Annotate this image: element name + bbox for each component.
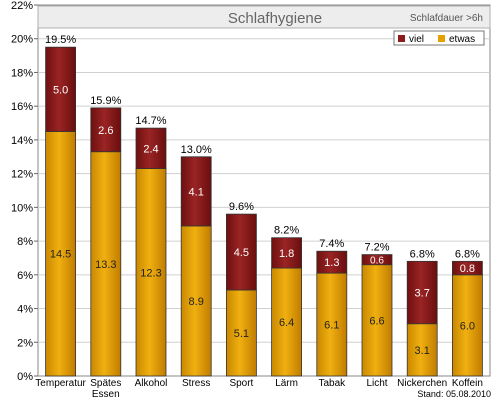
- chart-title: Schlafhygiene: [228, 10, 322, 27]
- bar-viel: [406, 260, 438, 325]
- x-tick-label: Temperatur: [35, 378, 86, 389]
- bar-etwas: [316, 272, 348, 377]
- y-tick-label: 16%: [11, 101, 33, 113]
- bar-viel: [45, 46, 76, 132]
- bar-label-etwas: 6.4: [279, 317, 294, 329]
- bar-viel: [135, 127, 167, 169]
- bar-etwas: [225, 289, 257, 377]
- bar-viel: [451, 260, 483, 276]
- footer-date: Stand: 05.08.2010: [417, 389, 491, 399]
- bar-viel: [90, 107, 122, 153]
- bar-label-etwas: 8.9: [189, 296, 204, 308]
- bar-label-etwas: 5.1: [234, 328, 249, 340]
- bar-total-label: 8.2%: [274, 225, 299, 237]
- bar-total-label: 15.9%: [90, 95, 121, 107]
- legend-swatch-etwas: [438, 35, 445, 42]
- x-tick-label: Nickerchen: [397, 378, 447, 389]
- y-tick-label: 2%: [17, 337, 33, 349]
- chart-subtitle: Schlafdauer >6h: [410, 13, 483, 24]
- legend-label-viel: viel: [409, 34, 424, 45]
- bar-etwas: [135, 168, 167, 377]
- bar-viel: [271, 237, 303, 269]
- bar-total-label: 14.7%: [135, 115, 166, 127]
- bar-total-label: 7.4%: [319, 238, 344, 250]
- y-tick-label: 22%: [11, 0, 33, 12]
- y-tick-label: 12%: [11, 169, 33, 181]
- legend: viel etwas: [393, 30, 485, 46]
- legend-swatch-viel: [398, 35, 405, 42]
- x-tick-label: Stress: [182, 378, 210, 389]
- bar-total-label: 7.2%: [364, 242, 389, 254]
- x-tick-label: Licht: [366, 378, 387, 389]
- y-tick-label: 6%: [17, 270, 33, 282]
- bar-label-etwas: 6.1: [324, 320, 339, 332]
- bar-total-label: 6.8%: [455, 248, 480, 260]
- bar-label-viel: 1.8: [279, 248, 294, 260]
- y-tick-label: 20%: [11, 34, 33, 46]
- bar-label-etwas: 6.0: [460, 320, 475, 332]
- bar-label-etwas: 14.5: [50, 249, 71, 261]
- y-tick-label: 4%: [17, 304, 33, 316]
- bar-etwas: [406, 323, 438, 377]
- x-tick-label: Essen: [92, 389, 120, 400]
- x-tick-label: Koffein: [452, 378, 483, 389]
- bar-label-viel: 4.5: [234, 247, 249, 259]
- bar-label-viel: 3.7: [415, 288, 430, 300]
- y-tick-label: 14%: [11, 135, 33, 147]
- bar-total-label: 6.8%: [410, 248, 435, 260]
- bar-etwas: [271, 267, 303, 377]
- y-tick-label: 8%: [17, 236, 33, 248]
- y-axis: 0% 2% 4% 6% 8% 10% 12% 14% 16% 18% 20% 22%: [11, 0, 38, 383]
- x-tick-label: Lärm: [275, 378, 298, 389]
- bar-total-label: 13.0%: [181, 144, 212, 156]
- bar-label-viel: 2.6: [98, 125, 113, 137]
- bar-etwas: [361, 264, 393, 377]
- title-banner: [37, 5, 491, 29]
- y-tick-label: 18%: [11, 67, 33, 79]
- x-tick-label: Tabak: [318, 378, 346, 389]
- bar-label-viel: 0.8: [460, 263, 475, 275]
- bar-total-label: 9.6%: [229, 201, 254, 213]
- bar-etwas: [45, 131, 76, 377]
- y-tick-label: 0%: [17, 371, 33, 383]
- bar-label-etwas: 13.3: [95, 259, 116, 271]
- bar-total-label: 19.5%: [45, 34, 76, 46]
- bar-label-viel: 2.4: [143, 143, 158, 155]
- bar-label-etwas: 12.3: [140, 267, 161, 279]
- bar-label-viel: 0.6: [370, 256, 384, 267]
- bar-viel: [361, 254, 393, 266]
- bar-label-etwas: 6.6: [369, 315, 384, 327]
- legend-label-etwas: etwas: [449, 34, 475, 45]
- bar-viel: [316, 250, 348, 274]
- x-tick-label: Spätes: [90, 378, 121, 389]
- bar-label-etwas: 3.1: [415, 345, 430, 357]
- y-tick-label: 10%: [11, 202, 33, 214]
- bar-viel: [225, 213, 257, 291]
- bar-viel: [180, 156, 212, 227]
- bar-etwas: [90, 151, 122, 377]
- bars-group: 14.5 5.0 19.5% 13.3 2.6 15.9% 12.3 2.4 14.7% 8.9 4…: [45, 34, 483, 377]
- bar-label-viel: 5.0: [53, 84, 68, 96]
- x-tick-label: Alkohol: [135, 378, 168, 389]
- bar-label-viel: 1.3: [324, 257, 339, 269]
- bar-label-viel: 4.1: [189, 186, 204, 198]
- x-tick-label: Sport: [229, 378, 253, 389]
